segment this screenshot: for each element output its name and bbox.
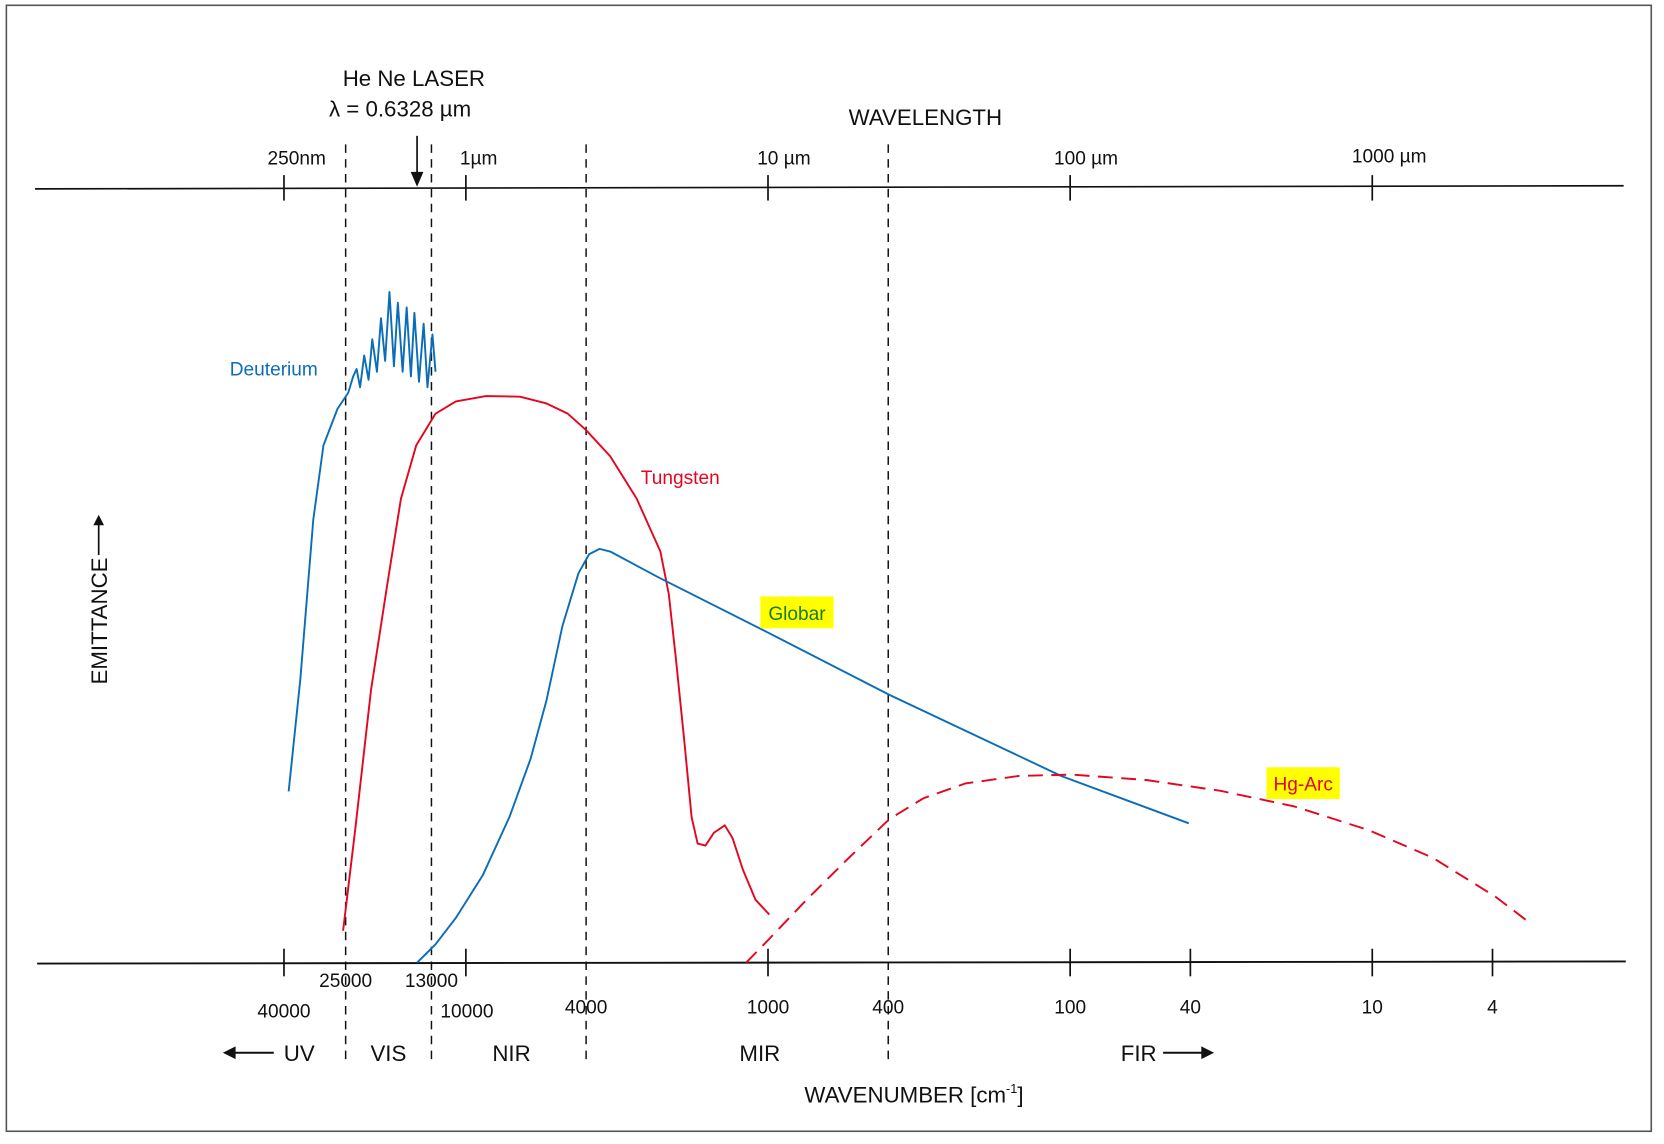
top-axis-title: WAVELENGTH [849, 105, 1002, 130]
up-arrow-icon [93, 514, 104, 556]
bottom-axis-tick-label: 4 [1487, 997, 1498, 1018]
bottom-axis-tick-label: 13000 [405, 971, 458, 992]
region-label-fir: FIR [1121, 1041, 1157, 1066]
bottom-axis-tick-label: 10 [1362, 997, 1383, 1018]
top-axis-line [35, 184, 1624, 190]
bottom-axis-tick-label: 40000 [257, 1002, 310, 1023]
arrow-head [1201, 1046, 1215, 1060]
series-label-tungsten: Tungsten [641, 468, 720, 489]
bottom-axis-tick-label: 10000 [440, 1002, 493, 1023]
region-label-mir: MIR [739, 1041, 780, 1066]
bottom-axis-tick-label: 100 [1054, 997, 1086, 1018]
bottom-axis-tick-label: 400 [872, 997, 904, 1018]
series-label-deuterium: Deuterium [230, 360, 318, 381]
series-label-globar: Globar [768, 604, 826, 625]
series-label-highlight [1266, 767, 1340, 800]
bottom-axis-tick-label: 25000 [319, 971, 372, 992]
top-axis-tick-label: 1000 µm [1352, 146, 1427, 167]
region-label-uv: UV [284, 1041, 315, 1066]
left-arrow-icon [222, 1046, 274, 1060]
laser-arrow-icon [410, 135, 424, 187]
svg-text:EMITTANCE: EMITTANCE [87, 557, 112, 684]
laser-label-line2: λ = 0.6328 µm [329, 97, 471, 122]
y-axis-label: EMITTANCE [87, 514, 112, 684]
bottom-axis-tick-label: 40 [1180, 997, 1201, 1018]
series-tungsten-curve [342, 395, 770, 931]
top-axis-tick-label: 10 µm [757, 148, 810, 169]
arrow-head [222, 1046, 236, 1060]
region-label-vis: VIS [370, 1041, 406, 1066]
bottom-axis-line [37, 960, 1626, 965]
bottom-axis-tick-label: 4000 [565, 997, 607, 1018]
top-axis-tick-label: 1µm [460, 148, 498, 169]
series-hg-arc-curve [745, 773, 1527, 964]
right-arrow-icon [1163, 1046, 1215, 1060]
top-axis-tick-label: 250nm [268, 148, 326, 169]
series-globar-curve [416, 547, 1190, 964]
series-label-highlight [760, 596, 834, 629]
bottom-axis-title: WAVENUMBER [cm-1] [804, 1081, 1023, 1108]
laser-label-line1: He Ne LASER [343, 66, 485, 91]
series-deuterium-curve [287, 290, 437, 792]
frame-border [5, 4, 1653, 1133]
region-label-nir: NIR [492, 1041, 530, 1066]
series-label-hg-arc: Hg-Arc [1273, 775, 1333, 796]
bottom-axis-tick-label: 1000 [747, 997, 789, 1018]
top-axis-tick-label: 100 µm [1054, 148, 1118, 169]
